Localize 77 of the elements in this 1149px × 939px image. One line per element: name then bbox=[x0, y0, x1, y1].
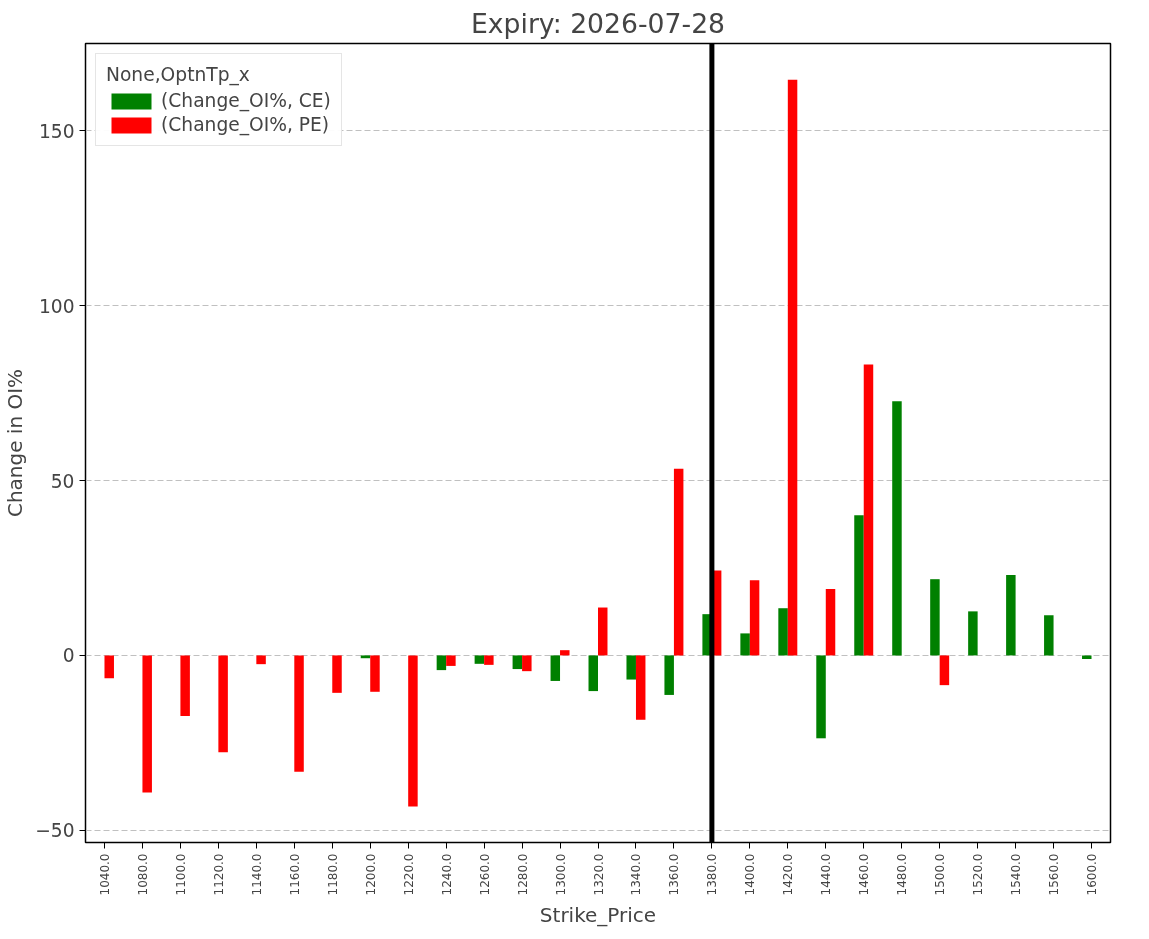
bar bbox=[1006, 575, 1016, 656]
x-tick-label: 1200.0 bbox=[363, 853, 378, 896]
x-tick-label: 1300.0 bbox=[553, 853, 568, 896]
y-tick-label: 150 bbox=[38, 120, 75, 142]
bar bbox=[626, 655, 636, 680]
chart-title: Expiry: 2026-07-28 bbox=[470, 7, 726, 39]
legend-label: (Change_OI%, CE) bbox=[161, 90, 331, 111]
x-tick-label: 1480.0 bbox=[895, 853, 910, 896]
bar bbox=[294, 655, 304, 772]
bar bbox=[1044, 615, 1054, 656]
bar bbox=[408, 655, 418, 807]
bar bbox=[930, 579, 940, 656]
x-tick-label: 1180.0 bbox=[325, 853, 340, 896]
bar bbox=[360, 655, 371, 659]
bar bbox=[863, 364, 874, 656]
y-tick-label: −50 bbox=[35, 820, 75, 842]
y-tick-label: 0 bbox=[62, 645, 75, 667]
x-tick-label: 1520.0 bbox=[971, 853, 986, 896]
x-tick-label: 1440.0 bbox=[819, 853, 834, 896]
x-tick-label: 1340.0 bbox=[629, 853, 644, 896]
bar bbox=[180, 655, 190, 716]
bar bbox=[560, 650, 570, 656]
x-tick-label: 1280.0 bbox=[515, 853, 530, 896]
bar bbox=[550, 655, 561, 681]
x-tick-label: 1120.0 bbox=[211, 853, 226, 896]
x-tick-label: 1240.0 bbox=[439, 853, 454, 896]
bar bbox=[664, 655, 674, 695]
x-tick-label: 1460.0 bbox=[857, 853, 872, 896]
bar bbox=[892, 401, 902, 656]
x-tick-label: 1500.0 bbox=[933, 853, 948, 896]
x-tick-label: 1140.0 bbox=[249, 853, 264, 896]
y-axis-title: Change in OI% bbox=[3, 368, 28, 518]
x-tick-label: 1420.0 bbox=[781, 853, 796, 896]
bar bbox=[512, 655, 523, 670]
bar bbox=[939, 655, 950, 686]
x-tick-label: 1260.0 bbox=[477, 853, 492, 896]
bar bbox=[218, 655, 228, 753]
x-tick-label: 1560.0 bbox=[1047, 853, 1062, 896]
x-tick-label: 1220.0 bbox=[401, 853, 416, 896]
bar bbox=[436, 655, 447, 671]
x-axis-title: Strike_Price bbox=[539, 903, 657, 928]
bar bbox=[256, 655, 266, 665]
bar bbox=[370, 655, 380, 692]
bar bbox=[484, 655, 494, 665]
bar bbox=[474, 655, 485, 664]
bar bbox=[332, 655, 342, 693]
x-tick-label: 1320.0 bbox=[591, 853, 606, 896]
bar bbox=[778, 608, 788, 656]
bar bbox=[787, 79, 798, 656]
bar bbox=[588, 655, 598, 692]
x-tick-label: 1600.0 bbox=[1085, 853, 1100, 896]
x-tick-label: 1360.0 bbox=[667, 853, 682, 896]
bar bbox=[854, 515, 864, 656]
x-tick-label: 1080.0 bbox=[135, 853, 150, 896]
bar bbox=[740, 633, 750, 656]
bar bbox=[1082, 655, 1092, 659]
bar bbox=[446, 655, 456, 666]
bar bbox=[598, 607, 608, 656]
y-tick-label: 100 bbox=[38, 295, 75, 317]
x-tick-label: 1540.0 bbox=[1009, 853, 1024, 896]
bar bbox=[104, 655, 114, 679]
x-tick-label: 1380.0 bbox=[705, 853, 720, 896]
bar bbox=[825, 588, 836, 656]
x-tick-label: 1040.0 bbox=[97, 853, 112, 896]
bar bbox=[968, 611, 978, 656]
x-tick-label: 1100.0 bbox=[173, 853, 188, 896]
legend-title: None,OptnTp_x bbox=[106, 64, 251, 85]
bar bbox=[749, 580, 760, 656]
legend-label: (Change_OI%, PE) bbox=[161, 114, 330, 135]
bar bbox=[142, 655, 152, 793]
bar bbox=[816, 655, 826, 739]
x-tick-label: 1160.0 bbox=[287, 853, 302, 896]
y-tick-label: 50 bbox=[50, 470, 75, 492]
bar bbox=[635, 655, 646, 720]
x-tick-label: 1400.0 bbox=[743, 853, 758, 896]
bar bbox=[673, 468, 684, 656]
bar bbox=[522, 655, 532, 672]
